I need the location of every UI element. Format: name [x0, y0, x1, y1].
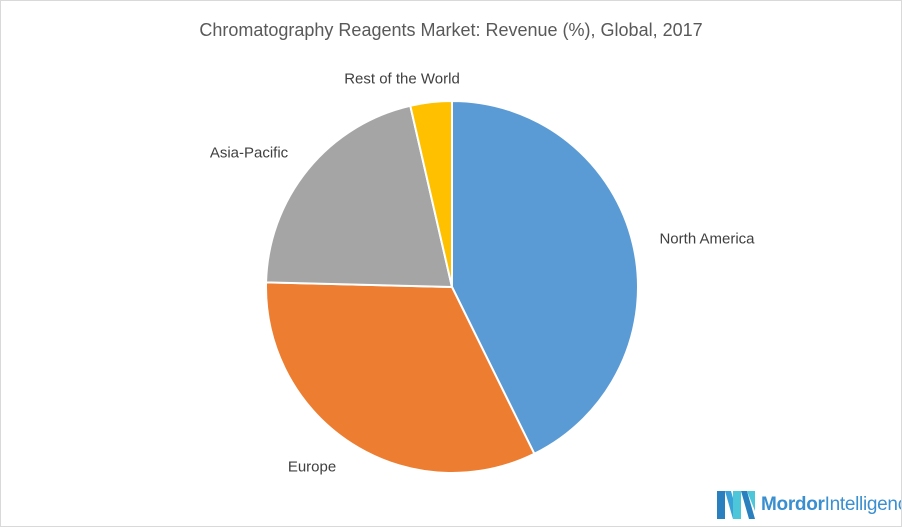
chart-title: Chromatography Reagents Market: Revenue … [199, 20, 703, 40]
pie-slice-europe [265, 281, 536, 474]
mordor-intelligence-logo: MordorIntelligence [717, 490, 901, 520]
logo-mark-icon [717, 491, 755, 519]
pie-slice-rest-of-the-world [409, 99, 453, 288]
label-europe: Europe [287, 458, 337, 476]
pie-slice-asia-pacific [265, 104, 454, 289]
pie-slice-north-america [451, 99, 639, 456]
label-north-america: North America [659, 230, 755, 248]
label-rest-of-the-world: Rest of the World [344, 70, 460, 88]
logo-text: MordorIntelligence [761, 494, 901, 515]
label-asia-pacific: Asia-Pacific [209, 144, 289, 162]
